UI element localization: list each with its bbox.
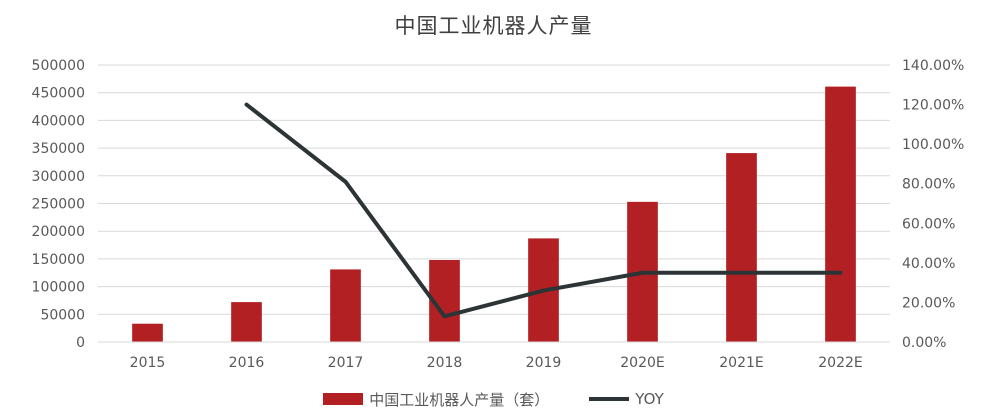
chart-legend: 中国工业机器人产量（套） YOY <box>0 387 987 411</box>
right-axis-tick-label: 60.00% <box>902 216 955 232</box>
x-axis-tick-label: 2015 <box>130 355 166 371</box>
bar <box>726 153 757 342</box>
left-axis-labels: 0 50000 100000 150000 200000 250000 300000 3500… <box>32 58 85 351</box>
gridlines <box>98 64 890 343</box>
left-axis-tick-label: 500000 <box>32 58 85 74</box>
right-axis-tick-label: 80.00% <box>902 177 955 193</box>
chart-title: 中国工业机器人产量 <box>394 14 593 38</box>
bar <box>231 302 262 342</box>
x-axis-tick-label: 2018 <box>427 355 463 371</box>
bar <box>825 86 856 342</box>
left-axis-tick-label: 50000 <box>40 307 85 323</box>
bar <box>330 269 361 342</box>
x-axis-tick-label: 2017 <box>328 355 364 371</box>
left-axis-tick-label: 150000 <box>32 252 85 268</box>
right-axis-labels: 0.00% 20.00% 40.00% 60.00% 80.00% 100.00% 120.… <box>902 58 964 351</box>
x-axis-tick-label: 2022E <box>818 355 862 371</box>
x-axis-tick-label: 2019 <box>526 355 562 371</box>
right-axis-tick-label: 100.00% <box>902 137 964 153</box>
right-axis-tick-label: 120.00% <box>902 98 964 114</box>
x-axis-tick-label: 2016 <box>229 355 265 371</box>
left-axis-tick-label: 100000 <box>32 280 85 296</box>
legend-item-production: 中国工业机器人产量（套） <box>323 389 549 410</box>
left-axis-tick-label: 450000 <box>32 86 85 102</box>
bar <box>132 323 163 342</box>
left-axis-tick-label: 350000 <box>32 141 85 157</box>
left-axis-tick-label: 0 <box>76 335 85 351</box>
left-axis-tick-label: 200000 <box>32 224 85 240</box>
right-axis-tick-label: 140.00% <box>902 58 964 74</box>
legend-swatch-line <box>589 397 630 401</box>
line-series <box>244 102 843 319</box>
legend-label-production: 中国工业机器人产量（套） <box>369 390 550 409</box>
left-axis-tick-label: 250000 <box>32 197 85 213</box>
x-axis-labels: 2015 2016 2017 2018 2019 2020E 2021E 2022E <box>130 355 863 371</box>
left-axis-tick-label: 400000 <box>32 113 85 129</box>
legend-swatch-bar <box>323 393 364 405</box>
x-axis-tick-label: 2021E <box>719 355 763 371</box>
right-axis-tick-label: 40.00% <box>902 256 955 272</box>
right-axis-tick-label: 0.00% <box>902 335 946 351</box>
legend-label-yoy: YOY <box>635 390 664 408</box>
legend-item-yoy: YOY <box>589 390 664 408</box>
left-axis-tick-label: 300000 <box>32 169 85 185</box>
x-axis-tick-label: 2020E <box>620 355 664 371</box>
right-axis-tick-label: 20.00% <box>902 295 955 311</box>
